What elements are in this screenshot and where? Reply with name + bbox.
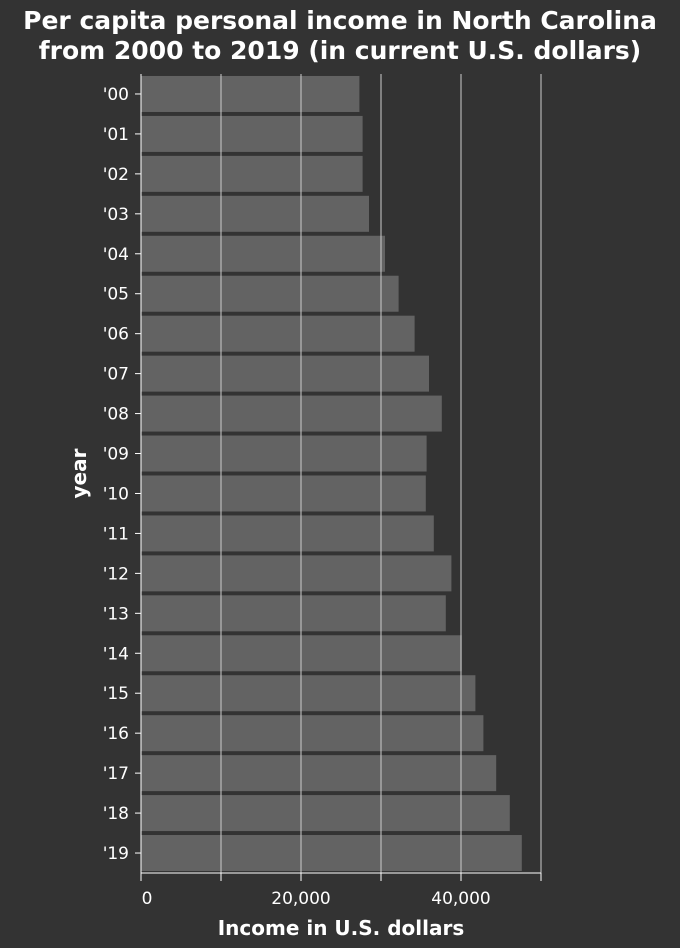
y-tick-label-1: '01 (103, 125, 129, 145)
chart-title: Per capita personal income in North Caro… (0, 6, 680, 66)
y-tick-label-4: '04 (103, 245, 129, 265)
y-tick-label-7: '07 (103, 365, 129, 385)
chart-title-line-2: from 2000 to 2019 (in current U.S. dolla… (38, 36, 642, 65)
y-tick-label-18: '18 (103, 804, 129, 824)
y-tick-label-6: '06 (103, 325, 129, 345)
bar-17 (141, 755, 497, 792)
x-tick-label-0: 0 (142, 889, 153, 909)
bar-3 (141, 195, 369, 232)
y-tick-label-5: '05 (103, 285, 129, 305)
bar-0 (141, 75, 360, 112)
y-tick-label-17: '17 (103, 764, 129, 784)
bar-16 (141, 715, 484, 752)
y-tick-label-11: '11 (103, 524, 129, 544)
bar-13 (141, 595, 446, 632)
bar-6 (141, 315, 415, 352)
y-tick-label-3: '03 (103, 205, 129, 225)
bar-5 (141, 275, 399, 312)
y-tick-label-16: '16 (103, 724, 129, 744)
bar-19 (141, 835, 522, 872)
bar-11 (141, 515, 434, 552)
chart-title-line-1: Per capita personal income in North Caro… (23, 6, 657, 35)
x-axis-label: Income in U.S. dollars (218, 916, 465, 940)
y-tick-label-2: '02 (103, 165, 129, 185)
bar-7 (141, 355, 429, 392)
bar-9 (141, 435, 427, 472)
y-tick-label-10: '10 (103, 484, 129, 504)
y-tick-label-14: '14 (103, 644, 129, 664)
y-tick-label-19: '19 (103, 844, 129, 864)
bar-1 (141, 115, 363, 152)
y-axis-label: year (67, 448, 91, 498)
x-tick-label-4: 40,000 (431, 889, 490, 909)
bar-2 (141, 155, 363, 192)
y-tick-label-13: '13 (103, 604, 129, 624)
x-tick-label-2: 20,000 (271, 889, 330, 909)
bar-8 (141, 395, 442, 432)
bar-10 (141, 475, 426, 512)
bar-15 (141, 675, 476, 712)
y-tick-label-8: '08 (103, 405, 129, 425)
bar-4 (141, 235, 385, 272)
bar-18 (141, 795, 510, 832)
y-tick-label-9: '09 (103, 445, 129, 465)
y-tick-label-12: '12 (103, 564, 129, 584)
y-tick-label-15: '15 (103, 684, 129, 704)
bar-12 (141, 555, 452, 592)
y-tick-label-0: '00 (103, 85, 129, 105)
